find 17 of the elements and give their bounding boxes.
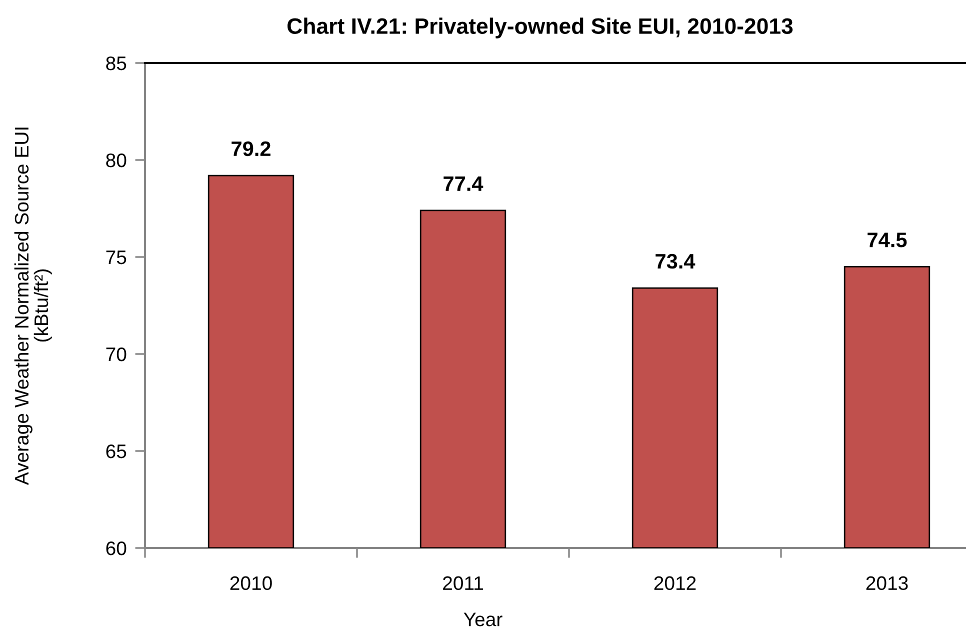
x-tick-label: 2010 (230, 576, 272, 590)
x-tick-label: 2013 (866, 576, 908, 590)
y-tick-label: 75 (106, 250, 126, 264)
y-tick-label: 85 (106, 56, 126, 70)
y-tick-label: 60 (106, 541, 126, 556)
data-label: 77.4 (444, 176, 484, 191)
x-axis-title: Year (464, 612, 502, 626)
y-axis-title: Average Weather Normalized Source EUI (kBtu/ft²) (14, 128, 52, 486)
y-tick-label: 70 (106, 347, 126, 362)
data-label: 79.2 (232, 141, 270, 156)
x-tick-label: 2012 (654, 576, 696, 590)
data-label: 73.4 (656, 254, 696, 269)
y-tick-label: 65 (106, 444, 126, 458)
data-label: 74.5 (868, 232, 907, 248)
chart-title: Chart IV.21: Privately-owned Site EUI, 2010-2013 (288, 18, 793, 38)
y-tick-label: 80 (106, 153, 126, 168)
x-tick-label: 2011 (443, 576, 483, 590)
